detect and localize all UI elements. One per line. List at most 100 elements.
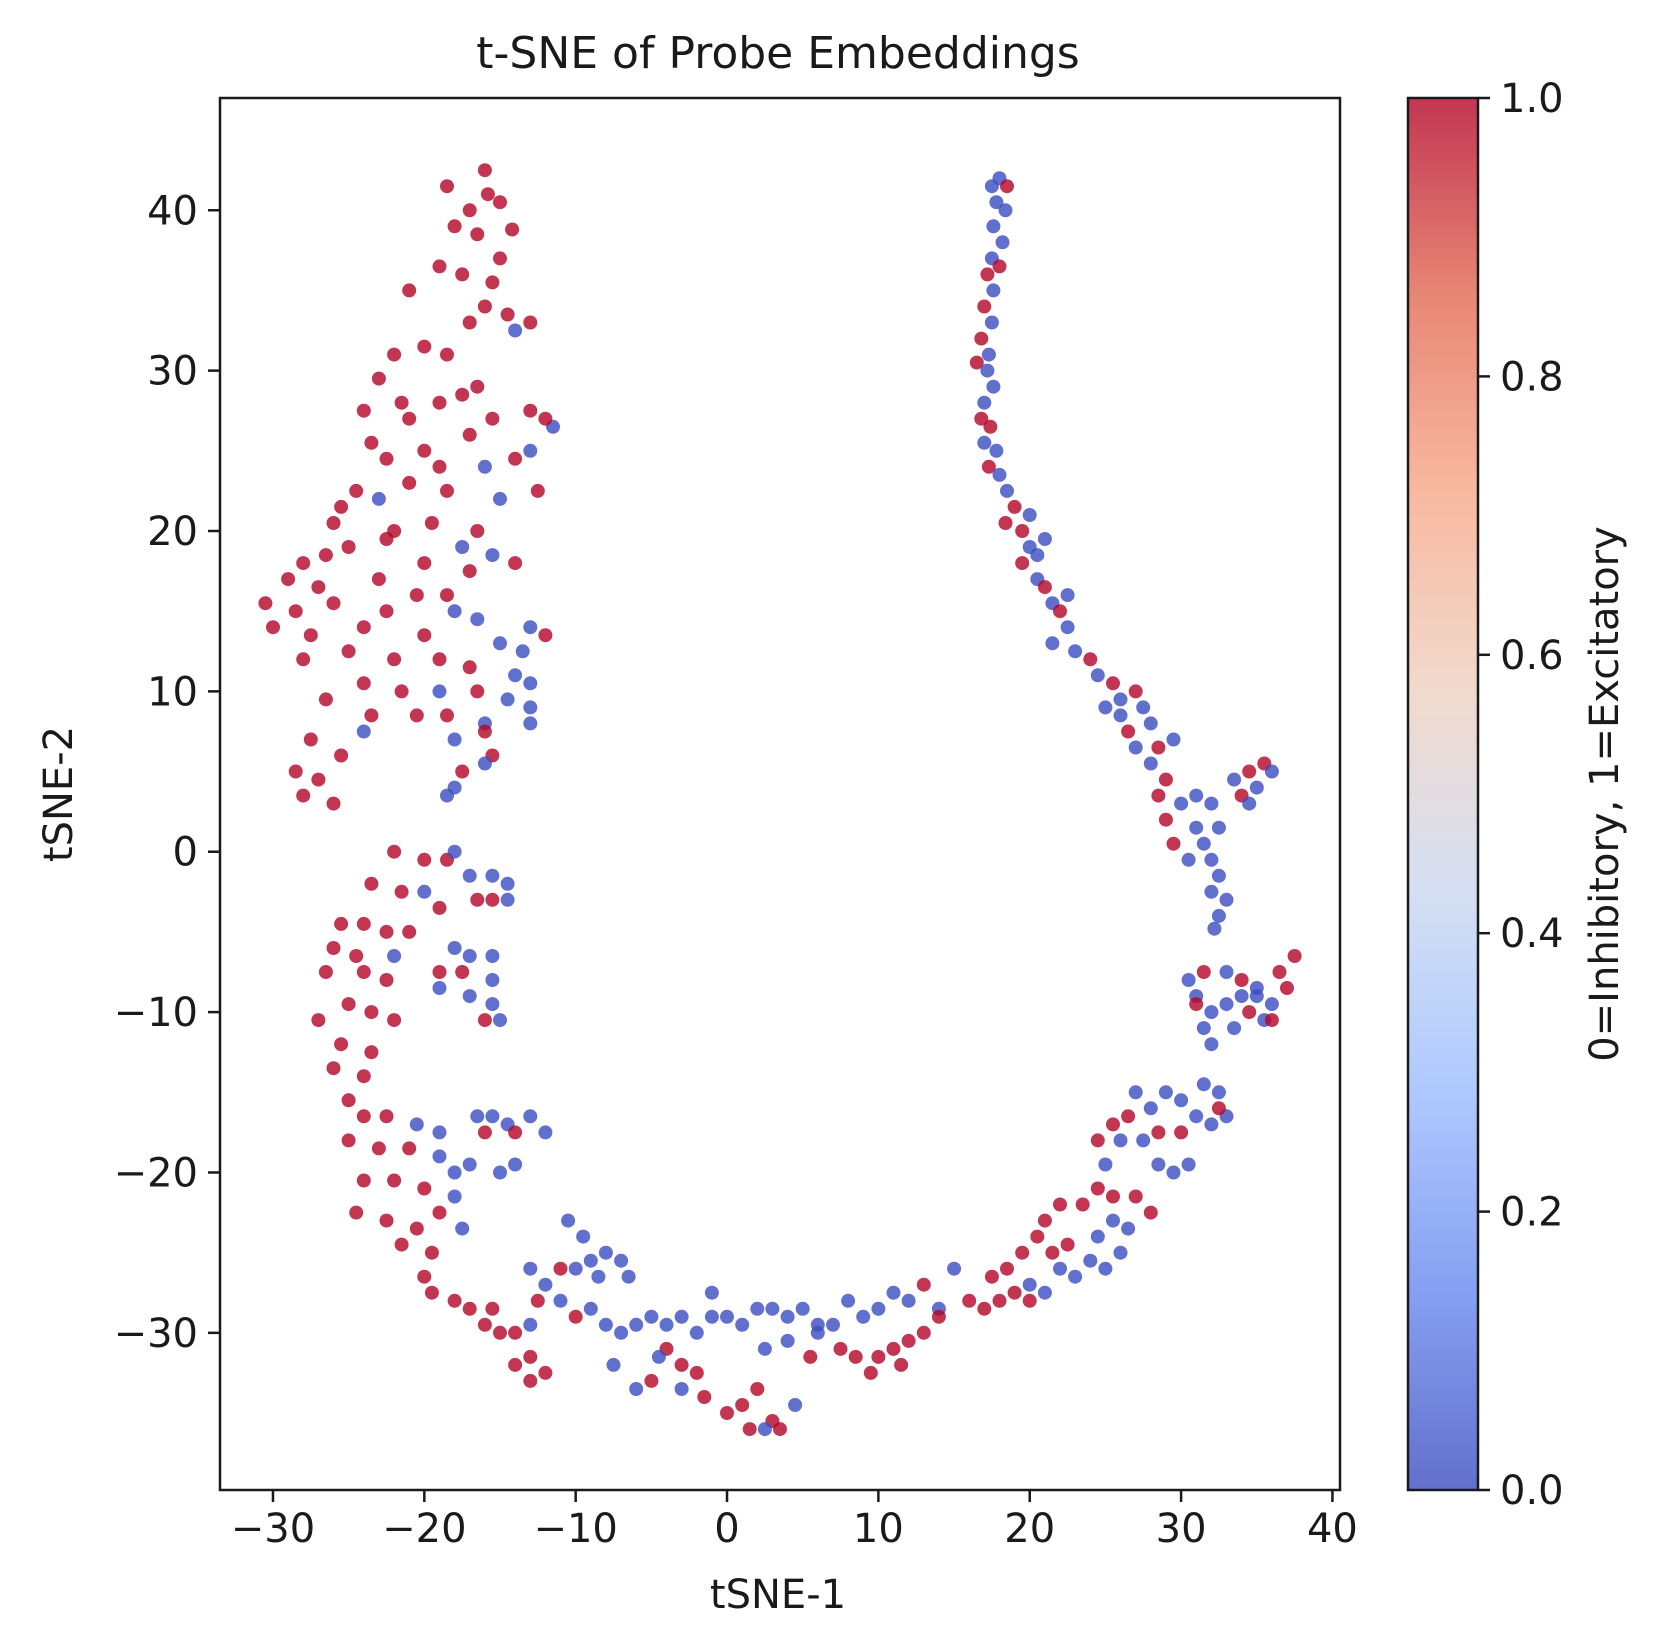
point-right-arc-0 — [977, 1301, 992, 1316]
point-upper-left-94 — [303, 732, 318, 747]
point-upper-left-36 — [349, 483, 364, 498]
point-right-strand-58 — [1204, 796, 1219, 811]
point-upper-left-47 — [341, 540, 356, 554]
point-lower-left-arc-53 — [508, 1125, 523, 1140]
point-bottom-32 — [886, 1285, 901, 1300]
point-lower-left-arc-48 — [470, 1109, 485, 1124]
point-upper-left-77 — [432, 652, 447, 667]
point-right-strand-46 — [1143, 716, 1158, 731]
point-lower-left-arc-87 — [530, 1293, 545, 1308]
point-right-arc-59 — [1181, 973, 1196, 987]
point-right-arc-21 — [1121, 1221, 1136, 1236]
point-right-strand-40 — [1083, 652, 1098, 667]
point-upper-left-50 — [318, 548, 333, 563]
point-lower-left-arc-61 — [493, 1165, 507, 1180]
point-right-arc-64 — [1264, 1013, 1279, 1028]
point-lower-left-arc-12 — [470, 892, 485, 907]
y-tick-label: −10 — [114, 990, 198, 1036]
point-upper-left-73 — [515, 644, 530, 659]
point-lower-left-arc-58 — [432, 1149, 447, 1164]
point-upper-left-11 — [402, 283, 417, 298]
point-right-arc-54 — [1196, 1021, 1211, 1036]
point-bottom-48 — [742, 1422, 757, 1437]
point-right-strand-57 — [1189, 788, 1204, 803]
point-upper-left-106 — [440, 788, 454, 803]
point-lower-left-arc-22 — [462, 949, 477, 963]
point-lower-left-arc-80 — [508, 1325, 523, 1340]
point-lower-left-arc-23 — [485, 949, 500, 963]
point-upper-left-71 — [417, 628, 432, 643]
point-lower-left-arc-9 — [394, 884, 409, 899]
point-right-arc-53 — [1264, 997, 1279, 1012]
point-right-arc-1 — [992, 1293, 1007, 1308]
point-upper-left-68 — [266, 620, 280, 635]
point-upper-left-12 — [477, 299, 492, 314]
y-axis-label: tSNE-2 — [36, 726, 82, 862]
point-upper-left-32 — [432, 459, 447, 474]
point-upper-left-58 — [409, 588, 424, 603]
point-bottom-31 — [871, 1301, 886, 1316]
point-upper-left-19 — [470, 379, 485, 394]
point-right-arc-19 — [1090, 1229, 1105, 1244]
point-upper-left-67 — [538, 628, 553, 643]
point-lower-left-arc-42 — [356, 1069, 371, 1084]
point-lower-left-arc-26 — [379, 973, 394, 987]
point-upper-left-79 — [508, 668, 523, 683]
point-lower-left-arc-46 — [409, 1117, 424, 1132]
point-upper-left-23 — [394, 395, 409, 410]
point-right-arc-13 — [1090, 1181, 1105, 1196]
point-right-strand-65 — [1211, 908, 1226, 923]
point-upper-left-101 — [455, 764, 470, 779]
point-bottom-40 — [644, 1373, 659, 1388]
point-lower-left-arc-10 — [417, 884, 432, 899]
point-right-arc-17 — [1098, 1261, 1113, 1276]
point-lower-left-arc-49 — [485, 1109, 500, 1124]
colorbar-tick-label: 0.4 — [1500, 911, 1564, 957]
point-right-strand-76 — [1022, 508, 1037, 522]
point-right-strand-68 — [1242, 764, 1257, 779]
point-lower-left-arc-68 — [379, 1213, 394, 1228]
point-upper-left-83 — [432, 684, 447, 699]
x-tick-label: 10 — [853, 1506, 904, 1552]
point-upper-left-78 — [462, 660, 477, 675]
point-upper-left-65 — [470, 612, 485, 627]
point-lower-left-arc-82 — [485, 1301, 500, 1316]
point-right-strand-9 — [980, 267, 995, 282]
point-upper-left-89 — [409, 708, 424, 723]
point-upper-left-54 — [508, 556, 523, 571]
point-right-arc-34 — [1128, 1085, 1143, 1100]
point-right-arc-45 — [1211, 1101, 1226, 1116]
point-bottom-14 — [614, 1325, 629, 1340]
point-lower-left-arc-60 — [462, 1157, 477, 1172]
point-right-strand-10 — [986, 283, 1001, 298]
point-upper-left-80 — [523, 676, 538, 691]
point-lower-left-arc-39 — [334, 1037, 349, 1052]
point-right-strand-77 — [1060, 588, 1075, 603]
point-lower-left-arc-76 — [447, 1293, 462, 1308]
y-axis: −30 −20 −10 0 10 20 30 40 — [114, 188, 220, 1357]
x-tick-label: −10 — [533, 1506, 617, 1552]
point-upper-left-15 — [417, 339, 432, 354]
point-lower-left-arc-70 — [432, 1205, 447, 1220]
point-upper-left-53 — [485, 548, 500, 563]
point-right-arc-30 — [1181, 1157, 1196, 1172]
point-lower-left-arc-84 — [523, 1373, 538, 1388]
point-upper-left-6 — [505, 222, 520, 237]
point-upper-left-18 — [371, 371, 386, 386]
point-bottom-1 — [538, 1277, 553, 1292]
point-right-strand-6 — [995, 235, 1010, 250]
point-bottom-25 — [780, 1309, 795, 1324]
point-right-strand-15 — [969, 355, 984, 370]
point-upper-left-63 — [379, 604, 394, 619]
point-upper-left-14 — [462, 315, 477, 330]
points-layer — [258, 163, 1302, 1437]
point-lower-left-arc-31 — [462, 989, 477, 1004]
point-bottom-51 — [629, 1382, 644, 1396]
point-bottom-26 — [795, 1301, 810, 1316]
point-right-strand-4 — [998, 203, 1013, 218]
point-upper-left-55 — [281, 572, 296, 587]
point-bottom-67 — [704, 1285, 719, 1300]
point-lower-left-arc-75 — [424, 1285, 439, 1300]
point-upper-left-10 — [485, 275, 500, 290]
y-tick-label: 10 — [147, 669, 198, 715]
